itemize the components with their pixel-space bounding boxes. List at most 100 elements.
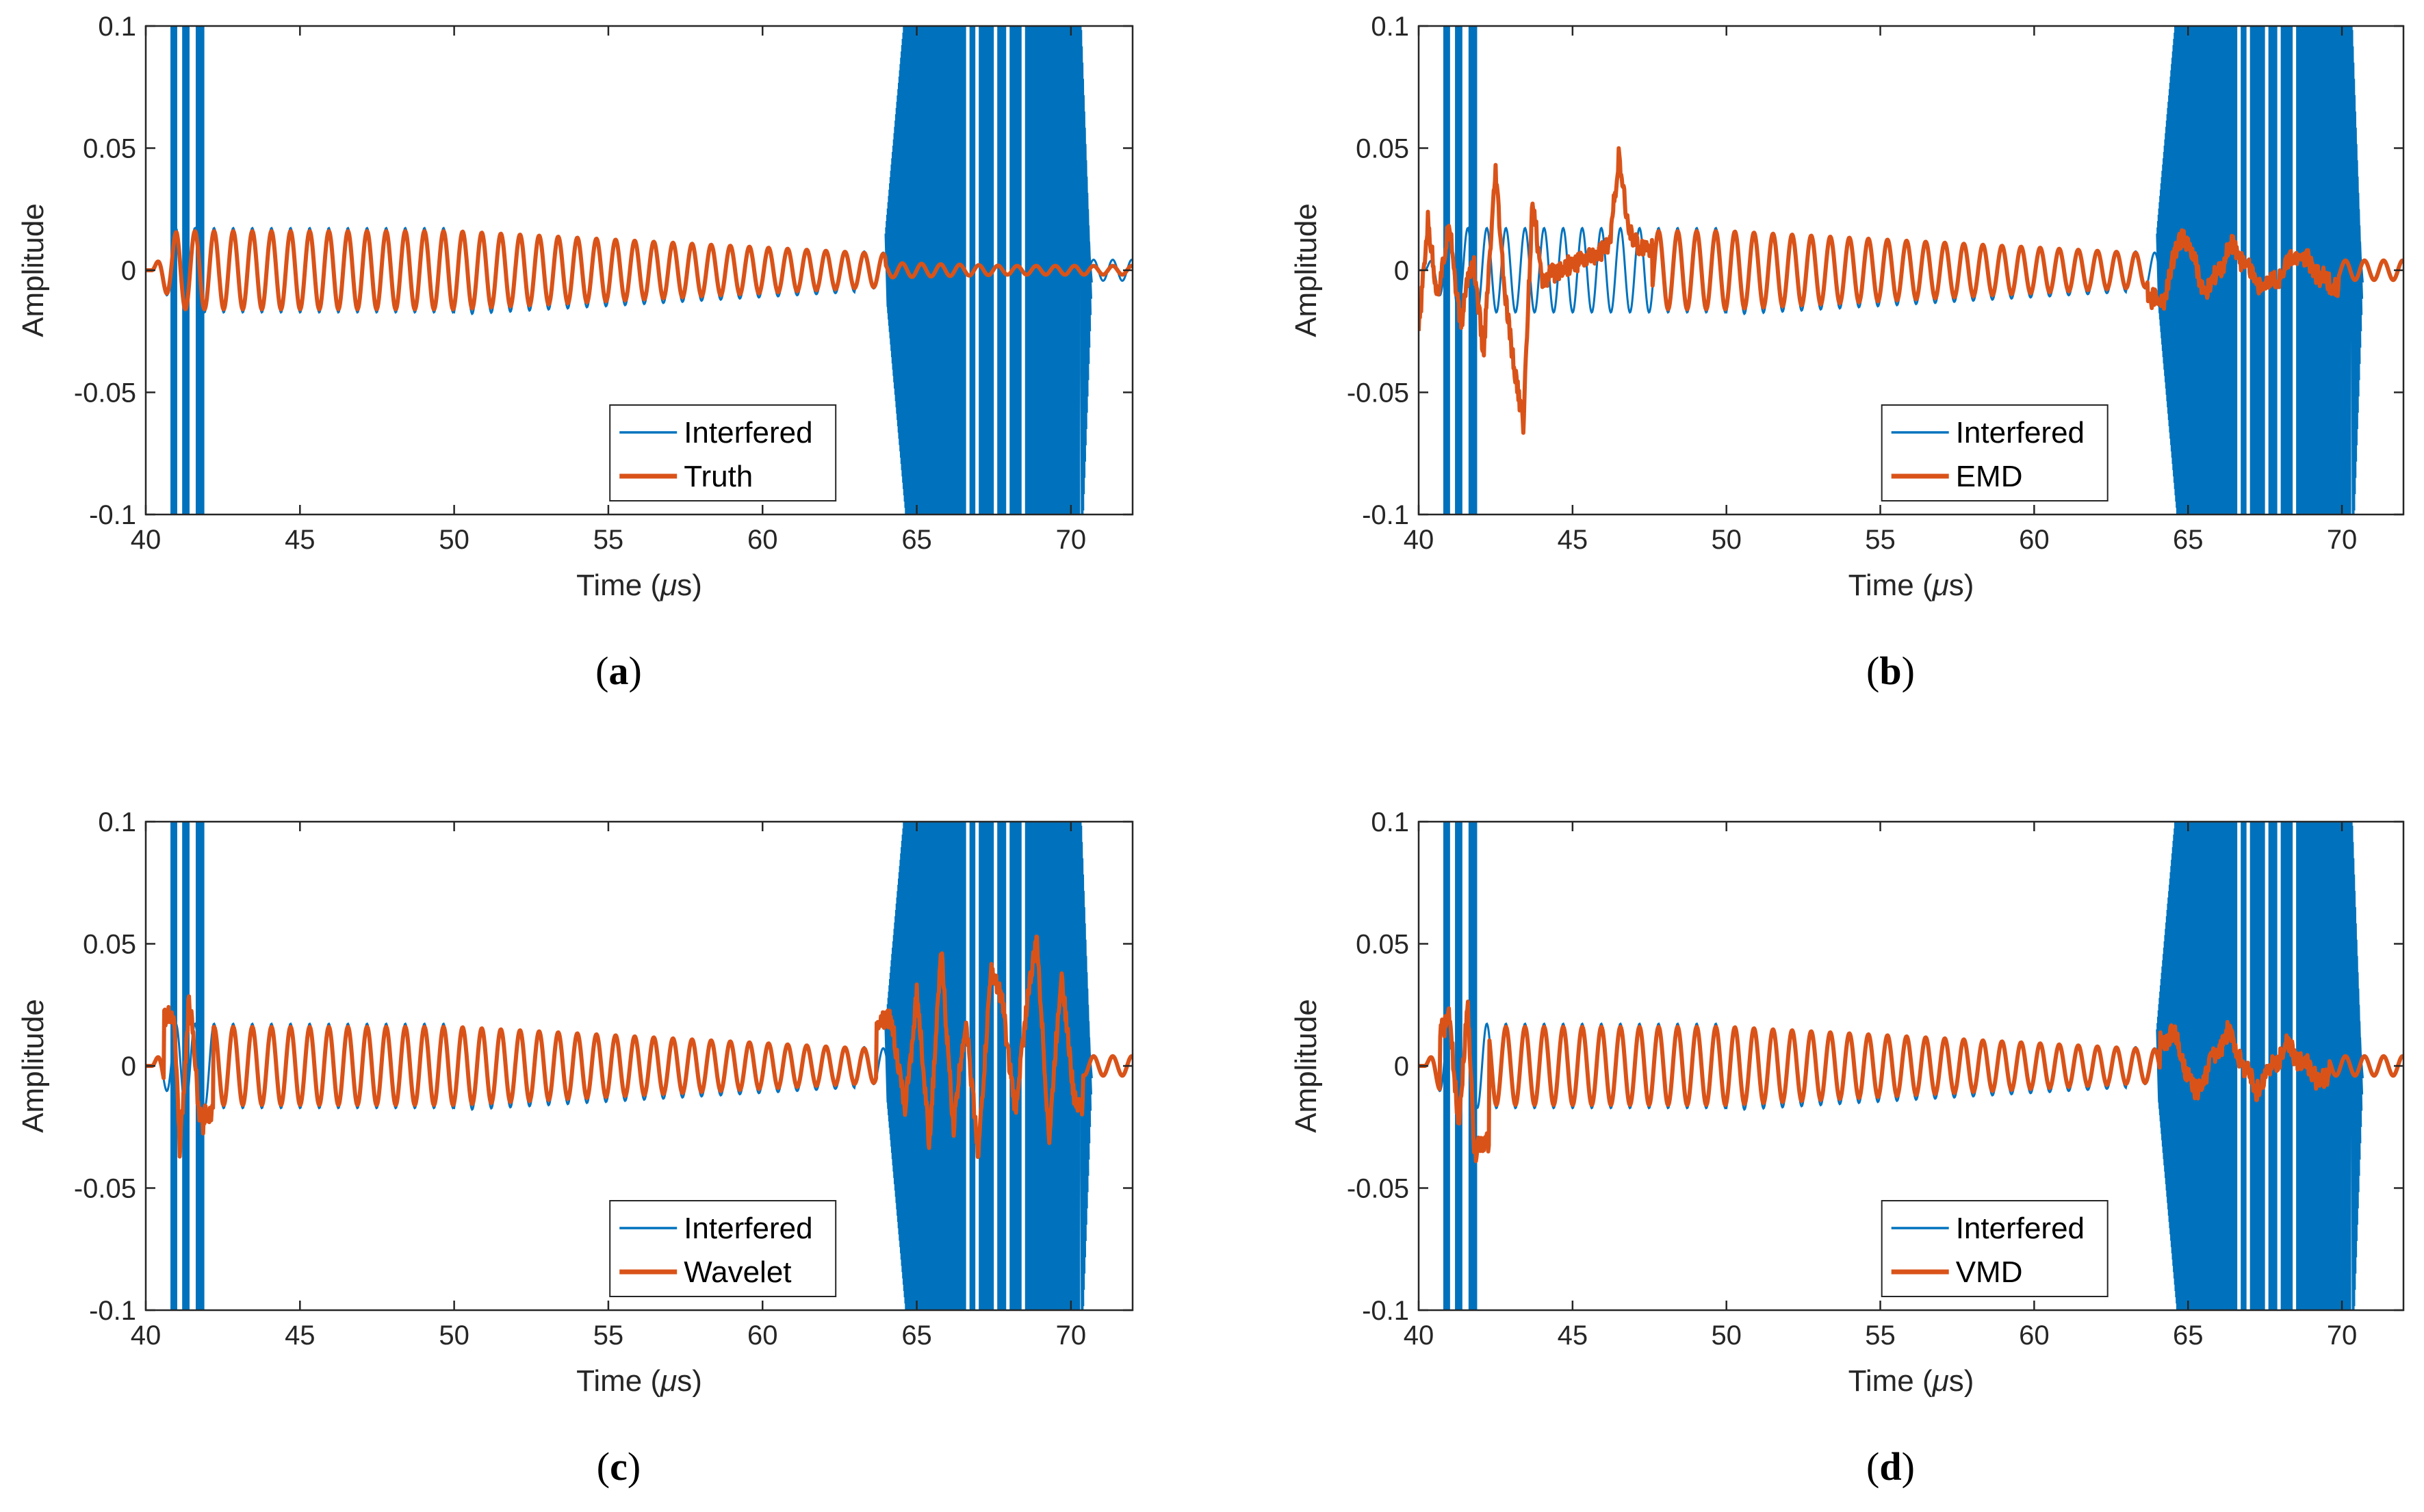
x-tick-label: 40 (1404, 525, 1434, 555)
panel-caption: (d) (1866, 1444, 1915, 1489)
legend-label-estimate: VMD (1956, 1255, 2023, 1289)
burst-ramp-up (2156, 822, 2182, 1310)
caption-letter: c (610, 1444, 628, 1489)
x-axis-label-mu: μ (1932, 569, 1949, 602)
y-tick-label: -0.1 (1362, 1296, 1409, 1326)
legend-box (1881, 1200, 2109, 1297)
y-axis-label: Amplitude (16, 203, 50, 337)
burst-bar (170, 26, 177, 514)
x-tick-label: 40 (131, 1320, 162, 1351)
legend-label-interfered: Interfered (1956, 416, 2085, 449)
x-axis-label-mu: μ (660, 1364, 677, 1398)
y-tick-label: 0.1 (98, 12, 136, 42)
y-tick-label: 0.05 (83, 134, 136, 164)
legend-label-estimate: Wavelet (684, 1255, 791, 1289)
x-axis-label-mu: μ (660, 569, 677, 602)
caption-open: ( (595, 649, 608, 693)
x-axis-label-suffix: s) (1949, 1364, 1974, 1398)
y-tick-label: 0.05 (1356, 930, 1409, 960)
legend-label-interfered: Interfered (684, 1212, 812, 1245)
burst-gap (975, 26, 979, 514)
caption-letter: b (1879, 649, 1901, 693)
interference-burst (2156, 26, 2364, 514)
burst-bar (1455, 822, 1462, 1310)
x-axis-label-prefix: Time ( (1848, 1364, 1933, 1398)
burst-bar (182, 26, 190, 514)
burst-gap (1006, 26, 1010, 514)
y-tick-label: -0.05 (1347, 1174, 1409, 1204)
legend-label-interfered: Interfered (1956, 1212, 2085, 1245)
y-tick-label: 0 (121, 1052, 136, 1082)
panel-caption: (b) (1866, 649, 1915, 693)
plot-lines (1419, 26, 2403, 514)
legend-box (609, 404, 837, 501)
burst-gap (1021, 822, 1025, 1310)
x-tick-label: 70 (1056, 525, 1087, 555)
interference-burst (1443, 822, 1478, 1310)
x-tick-label: 60 (2019, 1320, 2050, 1351)
y-tick-label: 0 (1394, 1052, 1409, 1082)
plot-lines (146, 822, 1133, 1310)
x-tick-label: 65 (901, 525, 932, 555)
legend-box (609, 1200, 837, 1297)
burst-gap (975, 822, 979, 1310)
burst-gap (2293, 26, 2297, 514)
x-axis-label-prefix: Time ( (576, 569, 660, 602)
series-estimate-line (146, 229, 1133, 311)
y-tick-label: -0.1 (89, 500, 136, 530)
caption-letter: a (609, 649, 629, 693)
x-tick-label: 70 (2327, 525, 2358, 555)
caption-letter: d (1879, 1444, 1901, 1489)
caption-open: ( (1866, 649, 1879, 693)
interference-burst (884, 822, 1093, 1310)
x-tick-label: 50 (439, 525, 469, 555)
y-axis-label: Amplitude (1289, 999, 1323, 1133)
x-tick-label: 55 (593, 1320, 624, 1351)
legend-label-estimate: Truth (684, 460, 753, 493)
y-tick-label: 0.1 (98, 807, 136, 837)
x-tick-label: 45 (285, 1320, 315, 1351)
x-tick-label: 55 (593, 525, 624, 555)
panel-caption: (c) (597, 1444, 641, 1489)
x-axis-label: Time (μs) (576, 1364, 702, 1398)
x-tick-label: 70 (2327, 1320, 2358, 1351)
legend: Interfered EMD (1881, 404, 2109, 501)
caption-open: ( (597, 1444, 610, 1489)
caption-open: ( (1866, 1444, 1879, 1489)
legend: Interfered Wavelet (609, 1200, 837, 1297)
plot-lines (1419, 822, 2403, 1310)
x-tick-label: 60 (2019, 525, 2050, 555)
burst-bar (1443, 26, 1450, 514)
x-tick-label: 40 (131, 525, 162, 555)
series-estimate-line (1419, 1000, 2403, 1164)
x-tick-label: 70 (1056, 1320, 1087, 1351)
burst-bar (1455, 26, 1462, 514)
panel-c: 40 45 50 55 60 65 70 -0.1 -0.05 0 0.05 0.1 Time (μs)… (16, 807, 1134, 1489)
x-tick-label: 45 (285, 525, 315, 555)
y-axis-label: Amplitude (16, 999, 50, 1133)
x-axis-label-suffix: s) (1949, 569, 1974, 602)
legend-label-estimate: EMD (1956, 460, 2023, 493)
x-tick-label: 60 (747, 525, 778, 555)
burst-gap (994, 822, 998, 1310)
y-tick-label: -0.1 (89, 1296, 136, 1326)
x-tick-label: 65 (2173, 1320, 2204, 1351)
y-tick-label: 0 (1394, 256, 1409, 286)
x-tick-label: 45 (1558, 1320, 1588, 1351)
x-tick-label: 45 (1558, 525, 1588, 555)
x-axis-label-mu: μ (1932, 1364, 1949, 1398)
y-tick-label: -0.05 (1347, 378, 1409, 408)
x-axis-label: Time (μs) (1848, 569, 1974, 602)
x-tick-label: 50 (1711, 1320, 1742, 1351)
burst-bar (196, 822, 205, 1310)
y-tick-label: -0.05 (74, 378, 136, 408)
x-axis-label-prefix: Time ( (1848, 569, 1933, 602)
x-tick-label: 65 (2173, 525, 2204, 555)
x-tick-label: 60 (747, 1320, 778, 1351)
burst-bar (1468, 822, 1478, 1310)
series-estimate-line (146, 935, 1133, 1159)
legend: Interfered Truth (609, 404, 837, 501)
plot-lines (146, 26, 1133, 514)
x-tick-label: 65 (901, 1320, 932, 1351)
y-tick-label: -0.1 (1362, 500, 1409, 530)
